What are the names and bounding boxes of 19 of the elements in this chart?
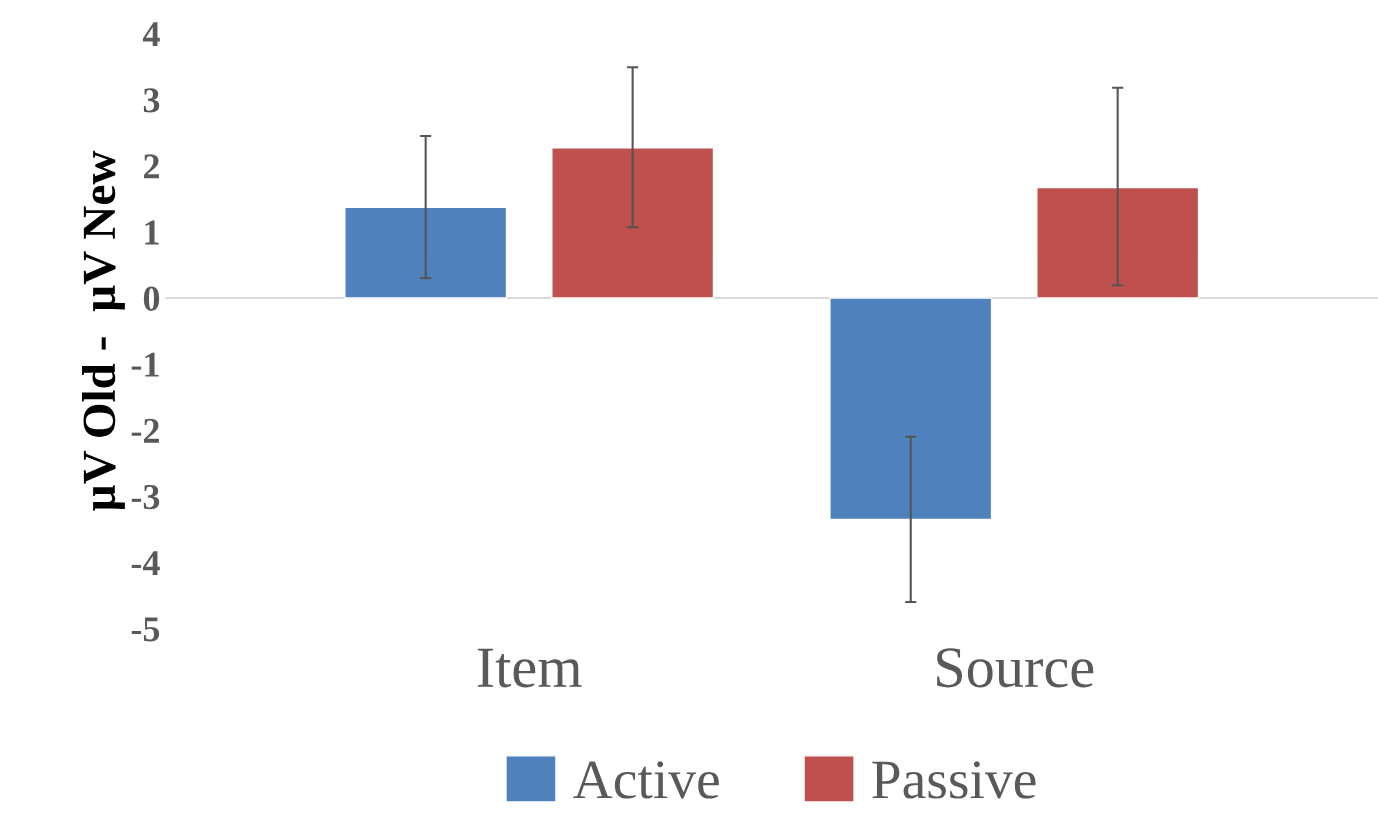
y-tick-label: 0 [143, 286, 160, 311]
x-tick-label: Source [937, 648, 1094, 688]
legend-label: Active [573, 761, 719, 799]
bar [344, 206, 508, 299]
y-tick-label: -4 [131, 551, 160, 575]
legend-label: Passive [872, 761, 1036, 799]
y-tick-label: 2 [143, 154, 159, 179]
y-tick-label: 1 [145, 220, 159, 245]
y-tick-label: -3 [131, 484, 160, 510]
x-tick-label: Item [477, 648, 582, 688]
bar [1036, 186, 1200, 299]
bar [551, 147, 715, 299]
y-tick-label: 4 [142, 22, 160, 47]
y-tick-label: -5 [131, 617, 160, 642]
y-tick-label: -2 [131, 418, 159, 443]
bar [829, 297, 993, 521]
y-axis-title: µV Old - µV New [82, 150, 125, 511]
y-tick-label: 3 [143, 88, 160, 113]
y-tick-label: -1 [131, 352, 159, 377]
